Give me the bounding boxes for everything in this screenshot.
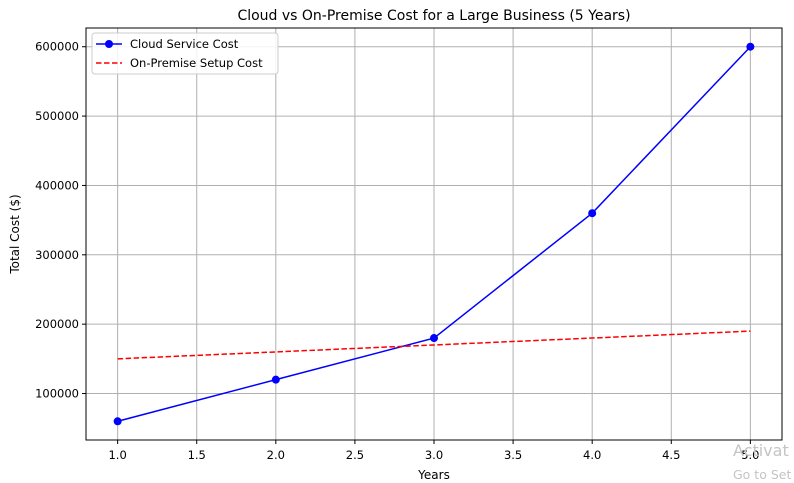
- x-tick-label: 2.5: [346, 448, 364, 462]
- chart-title: Cloud vs On-Premise Cost for a Large Bus…: [237, 8, 630, 24]
- legend-marker-cloud: [105, 40, 113, 48]
- legend: Cloud Service Cost On-Premise Setup Cost: [91, 32, 279, 75]
- series-line-onpremise: [117, 330, 751, 360]
- data-point-cloud: [113, 417, 122, 426]
- y-tick-label: 600000: [35, 40, 79, 54]
- legend-label-onpremise: On-Premise Setup Cost: [130, 56, 263, 70]
- data-point-cloud: [588, 209, 597, 218]
- grid: [86, 28, 782, 440]
- data-point-cloud: [271, 375, 280, 384]
- x-tick-label: 4.0: [583, 448, 601, 462]
- x-tick-label: 2.0: [267, 448, 285, 462]
- x-tick-label: 4.5: [662, 448, 680, 462]
- windows-activation-watermark-title: Activat: [733, 441, 789, 460]
- legend-label-cloud: Cloud Service Cost: [130, 37, 239, 51]
- data-point-cloud: [746, 42, 755, 51]
- y-axis-label: Total Cost ($): [8, 194, 22, 274]
- x-tick-label: 1.5: [188, 448, 206, 462]
- y-tick-label: 500000: [35, 109, 79, 123]
- x-tick-label: 1.0: [108, 448, 126, 462]
- legend-box: [91, 32, 279, 75]
- data-point-cloud: [430, 334, 438, 343]
- x-axis-label: Years: [417, 468, 450, 482]
- y-tick-label: 200000: [35, 317, 79, 331]
- y-tick-label: 100000: [35, 387, 79, 401]
- ticks: 1.0 1.5 2.0 2.5 3.0 3.5 4.0 4.5 5.0 100000 200000 3…: [35, 40, 759, 462]
- x-tick-label: 5.0: [741, 448, 759, 462]
- series-layer: [113, 42, 755, 426]
- y-tick-label: 400000: [35, 178, 79, 192]
- x-tick-label: 3.0: [425, 448, 443, 462]
- y-tick-label: 300000: [35, 248, 79, 262]
- x-tick-label: 3.5: [504, 448, 522, 462]
- windows-activation-watermark-subtitle: Go to Set: [733, 467, 792, 482]
